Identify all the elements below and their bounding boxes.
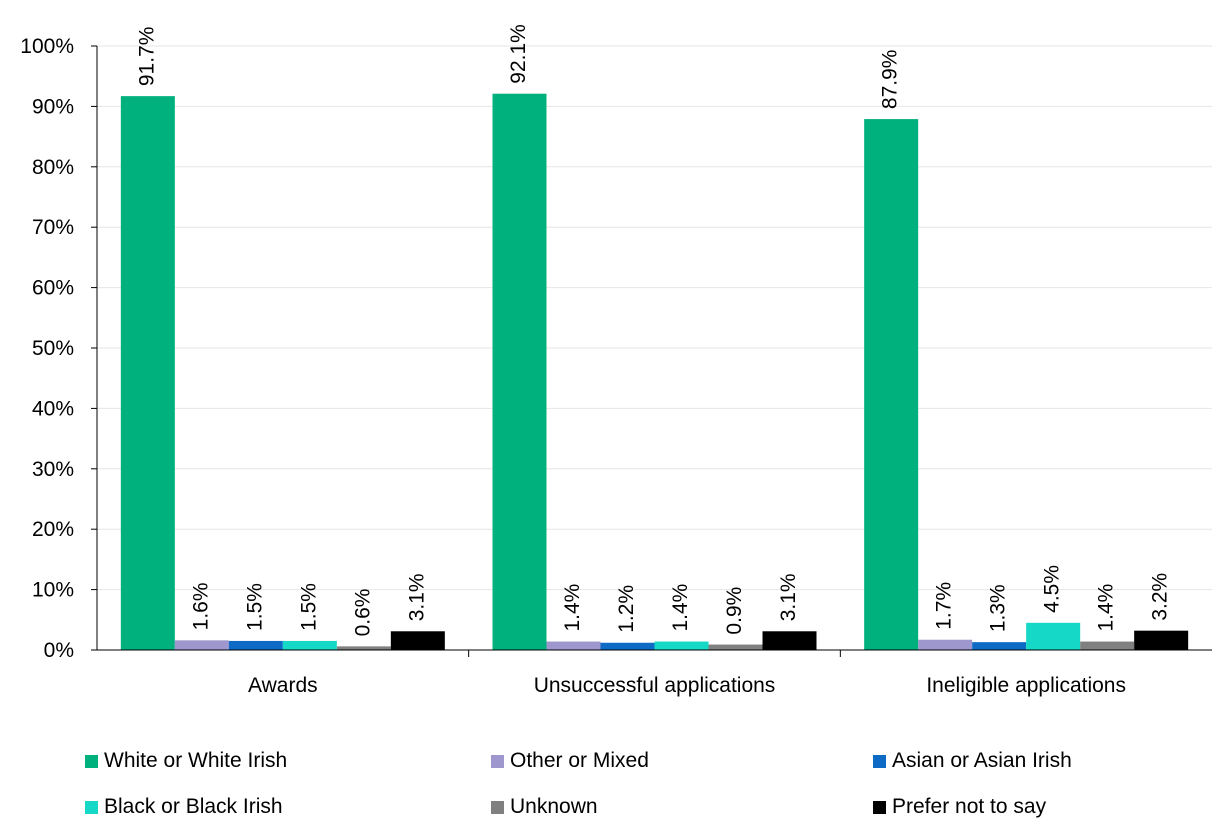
data-label: 1.3% [987,584,1010,632]
data-label: 3.2% [1149,573,1172,621]
x-axis: Awards Unsuccessful applications Ineligibl… [97,649,1212,697]
data-label: 1.2% [615,585,638,633]
y-tick-label: 100% [20,35,74,58]
data-label: 1.7% [933,582,956,630]
bar [864,119,919,651]
data-label: 4.5% [1041,565,1064,613]
data-label: 0.6% [351,589,374,637]
bar [228,640,283,650]
bar [336,646,391,650]
bar [390,631,445,650]
bar [282,640,337,650]
data-label: 92.1% [507,24,530,84]
data-label: 1.4% [561,584,584,632]
data-label: 1.6% [189,582,212,630]
data-label: 1.5% [243,583,266,631]
data-labels: 91.7% 1.6% 1.5% 1.5% 0.6% 3.1% 92.1% 1.4% 1.2% 1.… [135,24,1171,636]
data-label: 0.9% [723,587,746,635]
data-label: 91.7% [135,27,158,87]
y-tick-label: 70% [32,216,74,239]
data-label: 1.5% [297,583,320,631]
bar [708,644,763,650]
bar [972,642,1027,650]
bar [762,631,817,650]
y-axis: 0% 10% 20% 30% 40% 50% 60% 70% 80% 90% 100% [20,35,98,662]
bar [918,639,973,650]
y-tick-label: 30% [32,458,74,481]
x-category-label: Awards [248,674,318,697]
y-tick-label: 20% [32,518,74,541]
bar [492,93,547,650]
data-label: 1.4% [1095,584,1118,632]
y-tick-label: 10% [32,579,74,602]
data-label: 3.1% [777,573,800,621]
bars [120,93,1189,651]
bar [546,641,601,650]
bar [654,641,709,650]
bar [1080,641,1135,650]
y-tick-label: 60% [32,277,74,300]
bar [174,640,229,650]
data-label: 87.9% [879,50,902,110]
bar [120,96,175,650]
y-tick-label: 90% [32,95,74,118]
bar [1134,630,1189,650]
bar [600,642,655,650]
x-category-label: Ineligible applications [926,674,1126,697]
y-tick-label: 40% [32,397,74,420]
y-tick-label: 50% [32,337,74,360]
gridlines [97,45,1212,591]
y-tick-label: 80% [32,156,74,179]
data-label: 3.1% [405,573,428,621]
bar [1026,622,1081,650]
data-label: 1.4% [669,584,692,632]
y-tick-label: 0% [44,639,74,662]
x-category-label: Unsuccessful applications [534,674,776,697]
